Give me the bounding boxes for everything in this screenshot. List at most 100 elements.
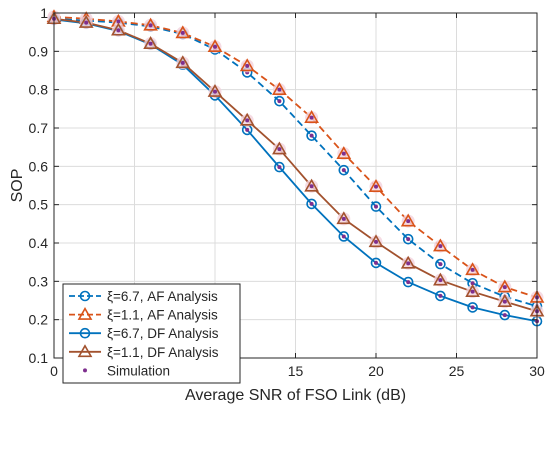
series-line <box>53 17 538 313</box>
simulation-point <box>438 244 443 249</box>
data-point <box>499 309 511 321</box>
simulation-point <box>277 165 282 170</box>
data-point <box>338 231 350 242</box>
data-point <box>400 255 416 269</box>
data-point <box>435 258 446 270</box>
simulation-point <box>309 133 314 138</box>
x-tick-label: 20 <box>368 363 384 379</box>
simulation-point <box>470 289 475 294</box>
y-tick-label: 0.5 <box>29 197 49 213</box>
simulation-point <box>502 299 507 304</box>
legend-marker <box>79 327 91 339</box>
legend-marker <box>77 344 93 358</box>
y-tick-label: 0.6 <box>29 158 49 174</box>
simulation-point <box>245 118 250 123</box>
simulation-point <box>341 151 346 156</box>
legend-entry: ξ=6.7, AF Analysis <box>69 289 218 304</box>
data-point <box>175 55 191 69</box>
simulation-point <box>470 281 475 286</box>
y-tick-label: 0.1 <box>29 350 49 366</box>
data-point <box>497 294 513 307</box>
data-point <box>338 164 350 176</box>
data-point <box>175 25 191 39</box>
simulation-point <box>309 201 314 206</box>
simulation-point <box>470 305 475 310</box>
series-4 <box>46 11 545 318</box>
x-tick-label: 0 <box>50 363 58 379</box>
data-point <box>207 83 223 97</box>
y-tick-label: 0.3 <box>29 273 49 289</box>
series-line <box>53 15 538 299</box>
simulation-point <box>277 99 282 104</box>
simulation-point <box>341 234 346 239</box>
simulation-point <box>213 44 217 49</box>
data-point <box>207 39 223 53</box>
simulation-point <box>406 280 411 285</box>
simulation-point <box>502 313 507 318</box>
data-point <box>111 22 126 36</box>
data-point <box>143 36 158 49</box>
x-tick-label: 15 <box>288 363 304 379</box>
y-tick-label: 0.9 <box>29 43 49 59</box>
legend-label: ξ=6.7, AF Analysis <box>107 289 218 304</box>
simulation-point <box>213 89 217 94</box>
simulation-point <box>148 41 153 46</box>
legend-entry: ξ=6.7, DF Analysis <box>69 326 219 341</box>
data-point <box>465 262 480 276</box>
simulation-point <box>406 237 411 242</box>
simulation-point <box>470 267 475 272</box>
legend-marker <box>83 368 87 373</box>
data-point <box>402 233 414 245</box>
simulation-point <box>277 147 282 152</box>
y-tick-label: 0.7 <box>29 120 49 136</box>
y-tick-label: 0.2 <box>29 312 49 328</box>
legend-label: ξ=1.1, AF Analysis <box>107 308 218 323</box>
data-point <box>306 198 317 210</box>
simulation-point <box>180 30 185 35</box>
legend-label: ξ=1.1, DF Analysis <box>107 345 219 360</box>
data-point <box>433 272 448 286</box>
data-point <box>370 257 382 269</box>
simulation-point <box>341 168 346 173</box>
data-point <box>336 146 352 159</box>
simulation-point <box>180 60 185 65</box>
simulation-point <box>406 219 411 224</box>
legend-entry: ξ=1.1, DF Analysis <box>69 344 219 360</box>
simulation-point <box>341 216 346 221</box>
data-point <box>304 178 319 192</box>
data-point <box>274 161 285 173</box>
legend-entry: Simulation <box>83 363 170 378</box>
simulation-point <box>438 293 443 298</box>
simulation-point <box>148 23 153 28</box>
data-point <box>272 82 287 95</box>
x-axis-label: Average SNR of FSO Link (dB) <box>185 387 406 404</box>
series-layer <box>46 9 545 327</box>
data-point <box>304 110 319 123</box>
data-point <box>78 14 94 28</box>
simulation-point <box>309 115 314 120</box>
x-tick-label: 30 <box>529 363 545 379</box>
simulation-point <box>374 239 378 244</box>
data-point <box>368 234 384 248</box>
data-point <box>433 238 448 252</box>
y-tick-label: 0.4 <box>29 235 49 251</box>
data-point <box>467 302 478 313</box>
simulation-point <box>309 184 314 189</box>
simulation-point <box>245 127 250 132</box>
simulation-point <box>374 204 378 209</box>
simulation-point <box>116 19 121 24</box>
simulation-point <box>116 28 121 33</box>
simulation-point <box>277 87 282 92</box>
data-point <box>465 284 480 297</box>
simulation-point <box>406 261 411 266</box>
series-line <box>53 17 538 308</box>
legend-marker <box>79 290 91 302</box>
simulation-point <box>438 262 443 267</box>
data-point <box>400 213 416 227</box>
data-point <box>370 201 382 212</box>
y-tick-label: 0.8 <box>29 82 49 98</box>
data-point <box>435 290 446 302</box>
legend-entry: ξ=1.1, AF Analysis <box>69 306 218 323</box>
y-tick-label: 1 <box>40 5 48 21</box>
